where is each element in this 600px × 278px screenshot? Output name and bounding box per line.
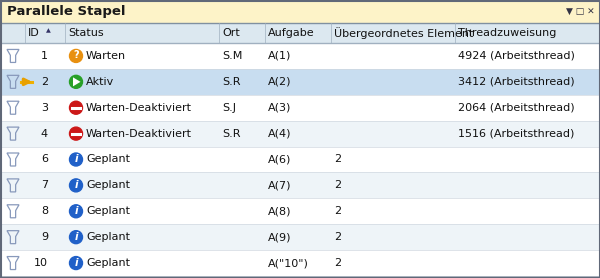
Text: 1516 (Arbeitsthread): 1516 (Arbeitsthread) xyxy=(458,129,574,139)
Text: 10: 10 xyxy=(34,258,48,268)
Circle shape xyxy=(70,205,83,218)
Circle shape xyxy=(70,231,83,244)
Text: 3412 (Arbeitsthread): 3412 (Arbeitsthread) xyxy=(458,77,575,87)
Text: 2: 2 xyxy=(334,232,341,242)
Circle shape xyxy=(70,179,83,192)
Text: Geplant: Geplant xyxy=(86,180,130,190)
Text: 2064 (Arbeitsthread): 2064 (Arbeitsthread) xyxy=(458,103,575,113)
FancyBboxPatch shape xyxy=(1,1,599,23)
Text: A(1): A(1) xyxy=(268,51,292,61)
FancyBboxPatch shape xyxy=(1,198,599,224)
Text: Threadzuweisung: Threadzuweisung xyxy=(458,28,556,38)
Polygon shape xyxy=(73,77,80,86)
Text: 2: 2 xyxy=(334,155,341,165)
Text: Geplant: Geplant xyxy=(86,232,130,242)
Text: 2: 2 xyxy=(334,258,341,268)
Text: A(8): A(8) xyxy=(268,206,292,216)
Text: S.J: S.J xyxy=(222,103,236,113)
Text: 3: 3 xyxy=(41,103,48,113)
Text: i: i xyxy=(74,154,78,164)
Text: 4: 4 xyxy=(41,129,48,139)
Text: A(9): A(9) xyxy=(268,232,292,242)
Text: Geplant: Geplant xyxy=(86,206,130,216)
Text: A(4): A(4) xyxy=(268,129,292,139)
FancyBboxPatch shape xyxy=(1,95,599,121)
Text: S.R: S.R xyxy=(222,129,241,139)
Text: Aktiv: Aktiv xyxy=(86,77,114,87)
Text: i: i xyxy=(74,232,78,242)
Text: ?: ? xyxy=(73,50,79,60)
Text: A(6): A(6) xyxy=(268,155,292,165)
Text: i: i xyxy=(74,180,78,190)
Text: 9: 9 xyxy=(41,232,48,242)
Text: A(3): A(3) xyxy=(268,103,292,113)
Text: S.R: S.R xyxy=(222,77,241,87)
Text: Geplant: Geplant xyxy=(86,258,130,268)
FancyBboxPatch shape xyxy=(1,43,599,69)
Text: 2: 2 xyxy=(334,180,341,190)
Circle shape xyxy=(70,75,83,88)
Text: A(2): A(2) xyxy=(268,77,292,87)
Text: i: i xyxy=(74,206,78,216)
FancyBboxPatch shape xyxy=(1,172,599,198)
Text: 6: 6 xyxy=(41,155,48,165)
Circle shape xyxy=(70,49,83,63)
Circle shape xyxy=(70,101,83,114)
FancyBboxPatch shape xyxy=(1,69,599,95)
FancyBboxPatch shape xyxy=(1,224,599,250)
Text: Übergeordnetes Element: Übergeordnetes Element xyxy=(334,27,473,39)
Text: Aufgabe: Aufgabe xyxy=(268,28,314,38)
Text: i: i xyxy=(74,258,78,268)
Circle shape xyxy=(70,257,83,270)
Text: ID: ID xyxy=(28,28,40,38)
Text: Warten-Deaktiviert: Warten-Deaktiviert xyxy=(86,129,192,139)
FancyBboxPatch shape xyxy=(1,250,599,276)
Text: A(7): A(7) xyxy=(268,180,292,190)
Text: Ort: Ort xyxy=(222,28,240,38)
Text: S.M: S.M xyxy=(222,51,242,61)
Text: 8: 8 xyxy=(41,206,48,216)
Circle shape xyxy=(70,127,83,140)
Text: ▼ □ ✕: ▼ □ ✕ xyxy=(566,8,595,16)
FancyBboxPatch shape xyxy=(1,147,599,172)
Text: 2: 2 xyxy=(334,206,341,216)
Text: 7: 7 xyxy=(41,180,48,190)
Text: A("10"): A("10") xyxy=(268,258,309,268)
Text: 4924 (Arbeitsthread): 4924 (Arbeitsthread) xyxy=(458,51,575,61)
Text: 1: 1 xyxy=(41,51,48,61)
FancyBboxPatch shape xyxy=(1,23,599,43)
Text: 2: 2 xyxy=(41,77,48,87)
FancyBboxPatch shape xyxy=(1,121,599,147)
Text: Geplant: Geplant xyxy=(86,155,130,165)
Text: ▲: ▲ xyxy=(46,29,51,34)
Text: Warten: Warten xyxy=(86,51,126,61)
Text: Warten-Deaktiviert: Warten-Deaktiviert xyxy=(86,103,192,113)
Circle shape xyxy=(70,153,83,166)
Text: Parallele Stapel: Parallele Stapel xyxy=(7,6,125,19)
Text: Status: Status xyxy=(68,28,104,38)
